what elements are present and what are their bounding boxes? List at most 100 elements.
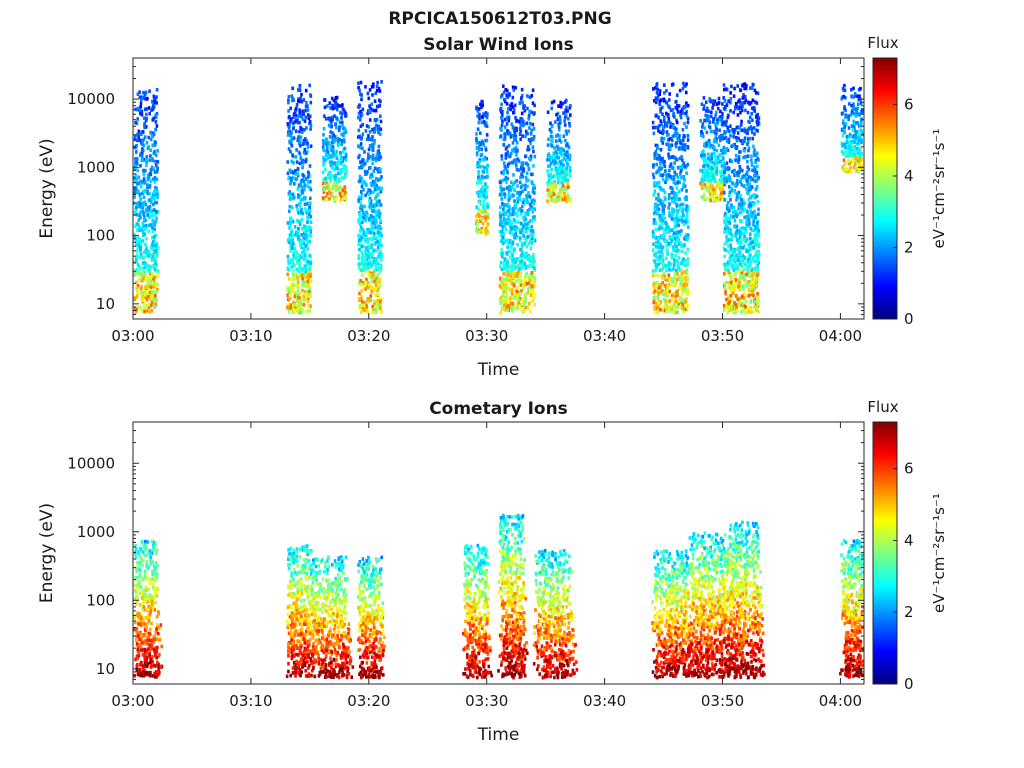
heatmap-cell [672,231,676,235]
heatmap-cell [553,157,557,162]
heatmap-cell [359,201,363,205]
heatmap-cell [304,104,308,109]
heatmap-cell [141,148,145,153]
heatmap-cell [685,195,688,199]
heatmap-cell [718,128,721,133]
heatmap-cell [502,208,505,212]
heatmap-cell [706,106,709,111]
heatmap-cell [287,147,291,151]
heatmap-cell [483,188,487,192]
heatmap-cell [375,310,378,315]
heatmap-cell [670,282,673,287]
heatmap-cell [675,118,678,123]
heatmap-cell [673,271,677,276]
heatmap-cell [552,155,555,159]
heatmap-cell [506,221,509,226]
heatmap-cell [553,180,556,184]
heatmap-cell [747,213,751,218]
heatmap-cell [145,117,148,121]
heatmap-cell [520,243,524,248]
heatmap-cell [330,160,334,164]
heatmap-cell [531,229,535,233]
heatmap-cell [516,213,519,218]
heatmap-cell [665,239,668,243]
heatmap-cell [505,274,508,279]
heatmap-cell [655,113,658,118]
heatmap-cell [516,293,519,298]
heatmap-cell [744,108,747,113]
heatmap-cell [144,285,148,290]
heatmap-cell [548,158,552,162]
heatmap-cell [376,167,379,171]
heatmap-cell [136,182,139,186]
heatmap-cell [525,179,528,183]
heatmap-cell [296,207,299,212]
heatmap-cell [669,241,672,246]
heatmap-cell [341,188,345,193]
heatmap-cell [665,111,668,116]
heatmap-cell [155,263,158,268]
heatmap-cell [517,263,520,268]
heatmap-cell [290,205,294,210]
heatmap-cell [374,266,378,270]
heatmap-cell [656,250,660,254]
heatmap-cell [685,282,689,287]
heatmap-cell [682,222,686,226]
heatmap-cell [719,148,723,153]
heatmap-cell [155,169,159,174]
heatmap-cell [357,135,360,139]
heatmap-cell [372,299,376,304]
heatmap-cell [748,248,752,252]
heatmap-cell [332,196,335,200]
heatmap-cell [527,114,531,118]
heatmap-cell [329,179,332,184]
heatmap-cell [362,215,365,220]
heatmap-cell [306,141,309,146]
heatmap-cell [334,138,337,142]
heatmap-cell [153,214,157,218]
heatmap-cell [531,208,534,212]
heatmap-cell [139,104,142,109]
heatmap-cell [133,268,137,273]
heatmap-cell [520,253,523,257]
heatmap-cell [529,121,532,126]
heatmap-cell [666,293,669,298]
heatmap-cell [523,236,526,241]
heatmap-cell [709,187,713,192]
heatmap-cell [154,302,157,306]
heatmap-cell [301,178,304,182]
heatmap-cell [308,208,312,212]
heatmap-cell [290,131,293,135]
heatmap-cell [518,227,521,232]
heatmap-cell [370,230,373,235]
heatmap-cell [656,273,659,278]
heatmap-cell [307,270,310,274]
heatmap-cell [663,239,667,244]
heatmap-cell [359,145,362,150]
heatmap-cell [508,271,512,275]
heatmap-cell [503,178,506,182]
heatmap-cell [362,265,365,270]
heatmap-cell [508,213,512,217]
heatmap-cell [361,299,364,304]
heatmap-cell [515,271,519,276]
heatmap-cell [721,102,724,106]
heatmap-cell [286,272,289,277]
heatmap-cell [287,306,290,311]
heatmap-cell [669,146,672,151]
heatmap-cell [736,178,739,183]
heatmap-cell [675,127,678,132]
heatmap-cell [505,88,509,93]
heatmap-cell [155,200,159,205]
heatmap-cell [359,215,363,220]
heatmap-cell [525,194,528,198]
heatmap-cell [674,191,678,196]
heatmap-cell [142,210,145,214]
heatmap-cell [708,125,712,130]
heatmap-cell [559,140,563,144]
heatmap-cell [659,98,663,102]
heatmap-cell [481,188,485,192]
heatmap-cell [360,303,364,307]
heatmap-cell [142,195,146,199]
heatmap-cell [729,294,733,298]
